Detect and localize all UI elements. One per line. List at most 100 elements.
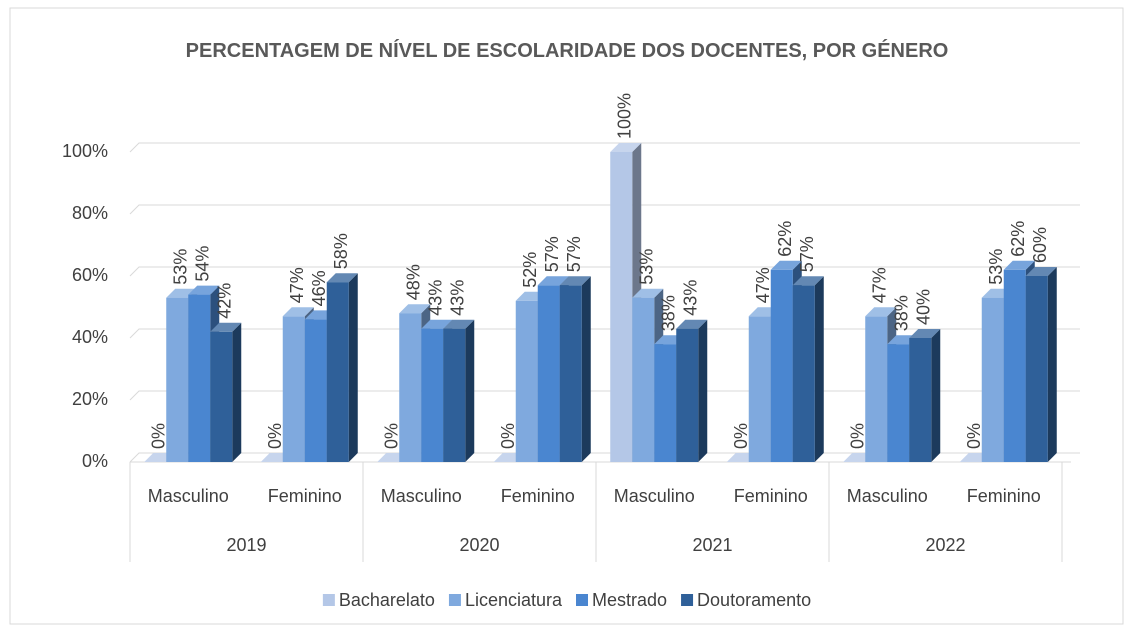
bar [676,328,699,462]
bar [887,344,910,462]
bar-top [559,276,591,286]
bar [282,316,305,462]
bar [304,319,327,462]
data-label: 60% [1030,227,1050,263]
bar [399,313,422,462]
data-label: 62% [775,221,795,257]
data-label: 47% [287,267,307,303]
x-tick-label: Masculino [614,486,695,506]
data-label: 54% [193,246,213,282]
legend-swatch [322,594,335,606]
x-tick-label: Masculino [381,486,462,506]
data-label: 57% [797,236,817,272]
legend-item: Mestrado [576,590,667,610]
bar-side [1047,267,1057,462]
bar-top [1025,267,1057,276]
data-label: 58% [331,233,351,269]
bar [1025,276,1048,462]
data-label: 0% [731,423,751,449]
legend-swatch [681,594,694,606]
bar-top [399,304,431,314]
x-tick-label: Feminino [501,486,575,506]
data-label: 53% [637,249,657,285]
grid-line [129,142,1080,153]
bar-top [632,288,664,298]
x-tick-label: Masculino [847,486,928,506]
bar [632,297,655,462]
legend-label: Doutoramento [697,590,811,610]
bar-top [421,319,453,329]
bar-top [188,285,220,295]
bar-side [465,319,475,462]
bar [654,344,677,462]
bar [326,282,349,462]
bar-top [443,319,475,329]
data-label: 47% [870,267,890,303]
data-label: 0% [265,423,285,449]
x-tick-label: Feminino [967,486,1041,506]
data-label: 0% [149,423,169,449]
legend-label: Licenciatura [465,590,563,610]
legend-swatch [448,594,461,606]
legend-item: Doutoramento [681,590,811,610]
bar [188,294,211,462]
grid-line [129,204,1080,215]
y-tick-label: 60% [72,265,108,285]
bar-top [909,329,941,338]
data-label: 47% [753,267,773,303]
data-label: 42% [215,283,235,319]
grid-line [129,266,1080,277]
data-label: 43% [681,280,701,316]
legend-swatch [576,594,589,606]
x-group-label: 2020 [459,535,499,555]
x-group-label: 2019 [226,535,266,555]
bar-top [770,260,802,270]
y-tick-label: 80% [72,203,108,223]
data-label: 52% [520,252,540,288]
data-label: 0% [498,423,518,449]
x-group-label: 2022 [925,535,965,555]
bar-top [865,307,897,317]
bar-top [537,276,569,286]
data-label: 38% [892,295,912,331]
data-label: 57% [564,236,584,272]
bar-side [581,276,591,462]
data-label: 100% [615,93,635,139]
data-label: 43% [448,280,468,316]
legend-item: Bacharelato [322,590,435,610]
bar [770,269,793,462]
bar-side [232,322,242,462]
bar [981,297,1004,462]
bar [792,285,815,462]
bar-top [792,276,824,286]
chart-title: PERCENTAGEM DE NÍVEL DE ESCOLARIDADE DOS… [186,39,949,62]
bar-side [814,276,824,462]
data-label: 53% [986,249,1006,285]
y-tick-label: 100% [62,141,108,161]
x-tick-label: Feminino [268,486,342,506]
data-label: 53% [171,249,191,285]
bar-side [698,319,708,462]
bar-top [210,322,242,332]
bar [443,328,466,462]
bar [421,328,444,462]
bar-side [931,329,941,462]
y-tick-label: 0% [82,451,108,471]
bar-top [326,273,358,283]
y-tick-label: 20% [72,389,108,409]
bar [210,331,233,462]
bar-top [610,143,642,152]
data-label: 62% [1008,221,1028,257]
legend-label: Bacharelato [339,590,435,610]
bar [1003,269,1026,462]
data-label: 0% [964,423,984,449]
data-label: 0% [382,423,402,449]
data-label: 40% [914,289,934,325]
bar-top [282,307,314,317]
bar [909,338,932,462]
data-label: 0% [848,423,868,449]
data-label: 46% [309,270,329,306]
bar [166,297,189,462]
bar-side [348,273,358,462]
